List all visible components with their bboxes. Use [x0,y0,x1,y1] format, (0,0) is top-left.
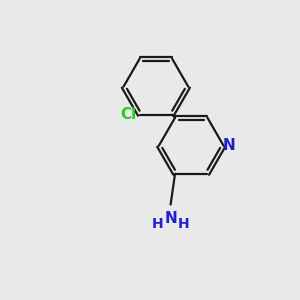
Text: H: H [178,217,190,231]
Text: N: N [164,211,177,226]
Text: N: N [223,138,236,153]
Text: Cl: Cl [120,107,136,122]
Text: H: H [152,217,163,231]
